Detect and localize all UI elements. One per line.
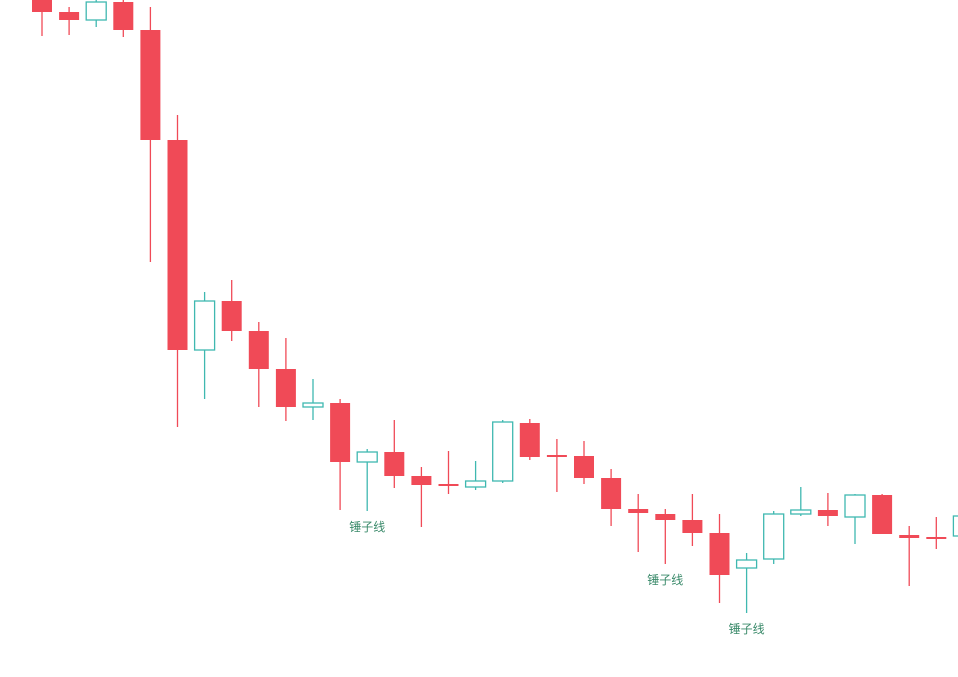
candle-body: [492, 421, 514, 482]
candle-body: [221, 301, 242, 331]
candle-body: [601, 478, 622, 509]
candle-body: [763, 513, 785, 560]
candle-body: [32, 0, 52, 12]
candle: [655, 509, 676, 564]
candle-body: [790, 509, 812, 515]
candle: [872, 494, 893, 534]
candle-body: [709, 533, 730, 575]
candles-layer: [32, 0, 958, 613]
candle: [952, 515, 958, 537]
candle: [85, 0, 107, 27]
candle: [763, 511, 785, 564]
candle-body: [628, 509, 649, 513]
candle: [411, 467, 432, 527]
candle-body: [872, 495, 893, 534]
candle-body: [356, 451, 378, 463]
annotation-label: 锤子线: [729, 621, 765, 636]
candle-body: [438, 484, 459, 486]
candle-body: [655, 514, 676, 520]
candle: [140, 7, 161, 262]
candle: [682, 494, 703, 546]
candle: [735, 553, 758, 613]
candle: [275, 338, 296, 421]
candle-body: [574, 456, 594, 478]
candle-body: [899, 535, 920, 538]
candle-body: [193, 300, 216, 351]
candle-body: [302, 402, 324, 408]
candle: [167, 115, 188, 427]
candle: [844, 494, 866, 544]
candle: [519, 419, 540, 460]
candle-body: [844, 494, 866, 518]
candle: [492, 420, 514, 483]
candle-body: [952, 515, 958, 537]
candle: [817, 493, 838, 526]
candle-body: [275, 369, 296, 407]
candle: [193, 292, 216, 399]
candle-body: [464, 480, 487, 488]
candle-body: [167, 140, 188, 350]
candle: [302, 379, 324, 420]
candle: [546, 439, 567, 492]
candle-body: [817, 510, 838, 516]
candle-body: [248, 331, 269, 369]
candle: [899, 526, 920, 586]
candle-body: [59, 12, 80, 20]
candle: [32, 0, 52, 36]
candle-body: [546, 455, 567, 457]
candle-body: [735, 559, 758, 569]
candle: [438, 451, 459, 494]
candle: [330, 399, 351, 510]
candle-body: [411, 476, 432, 485]
candle: [790, 487, 812, 516]
candle-body: [140, 30, 161, 140]
annotation-label: 锤子线: [647, 572, 683, 587]
candle-body: [330, 403, 351, 462]
candle-body: [926, 537, 947, 539]
candle: [248, 322, 269, 407]
annotation-label: 锤子线: [349, 519, 385, 534]
candle-body: [113, 2, 134, 30]
candle: [574, 441, 594, 484]
candle-body: [384, 452, 405, 476]
candle: [113, 0, 134, 37]
candle: [709, 514, 730, 603]
candle-body: [682, 520, 703, 533]
candle: [221, 280, 242, 341]
candle: [59, 7, 80, 35]
candle: [384, 420, 405, 488]
candle: [601, 469, 622, 526]
candle: [356, 449, 378, 511]
candle-body: [519, 423, 540, 457]
candle: [926, 517, 947, 549]
candle: [628, 494, 649, 552]
candle-body: [85, 1, 107, 21]
candle: [464, 461, 487, 490]
